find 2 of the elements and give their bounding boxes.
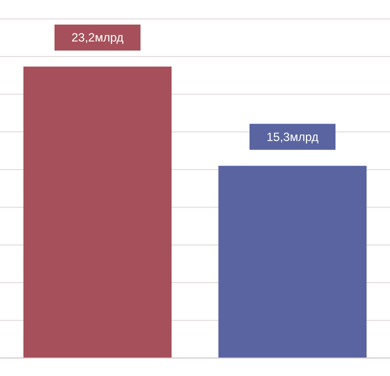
data-label: 23,2млрд	[71, 30, 124, 45]
data-label: 15,3млрд	[266, 130, 319, 144]
